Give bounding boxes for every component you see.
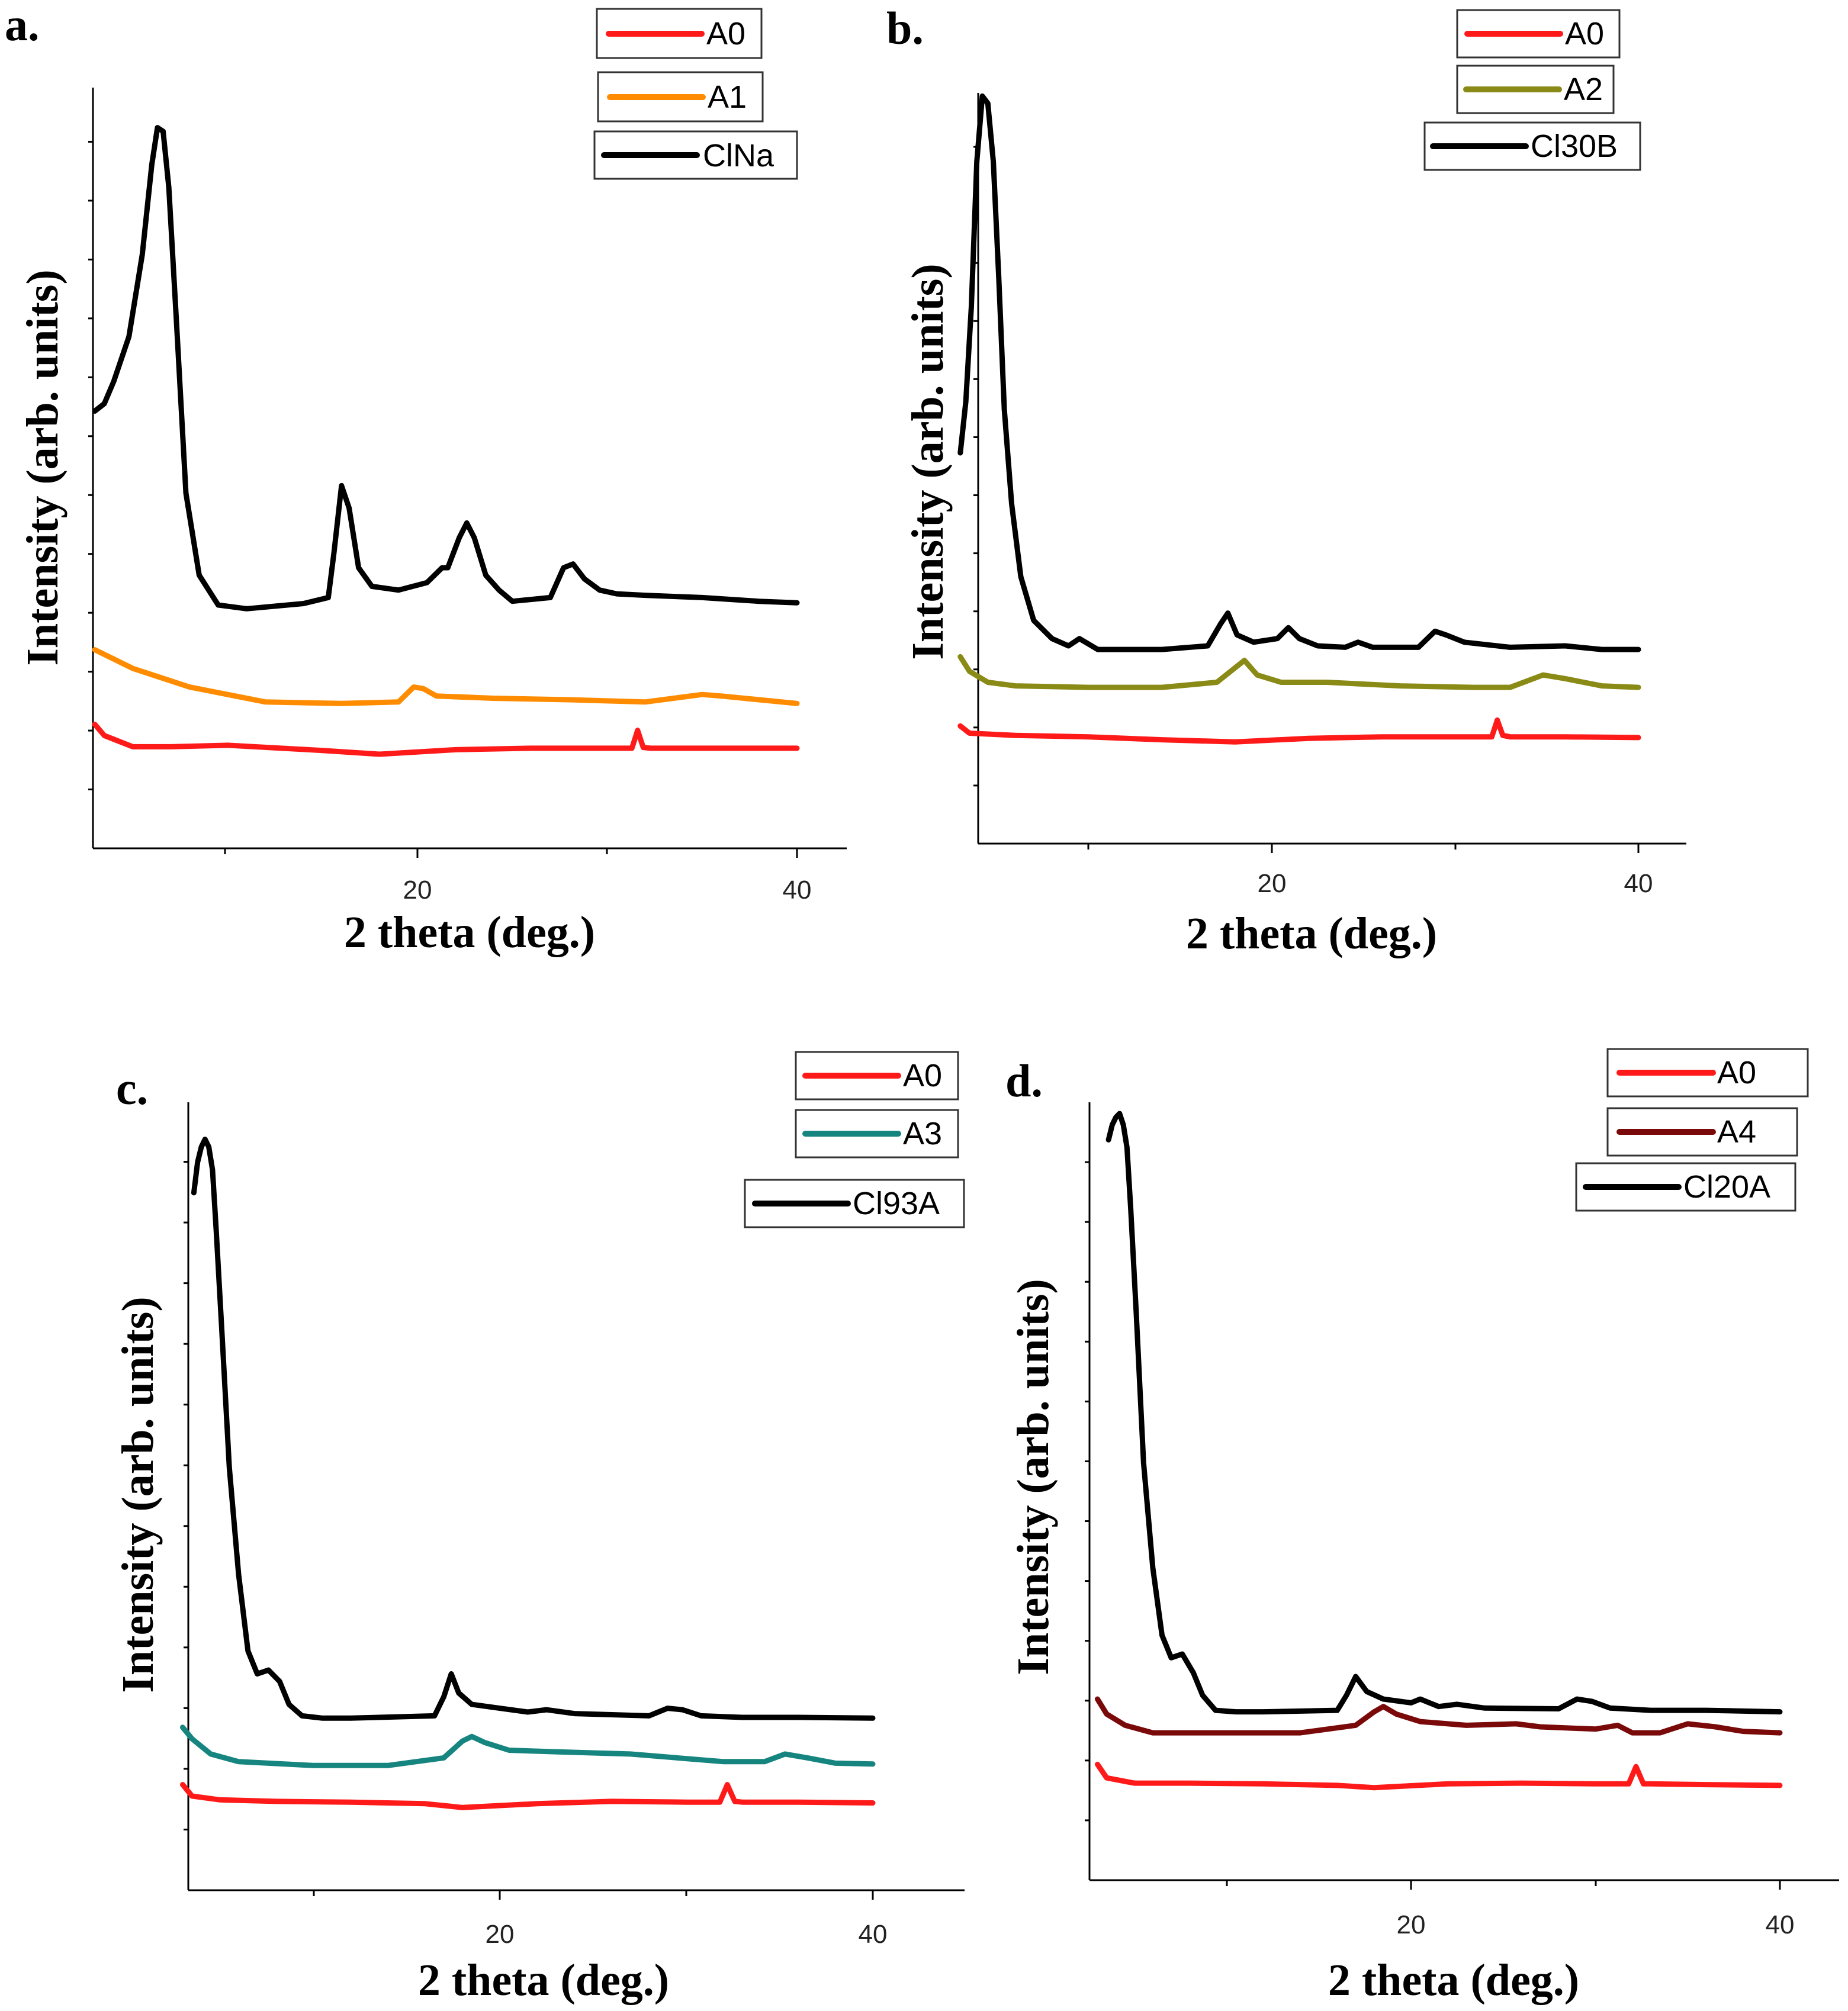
x-axis-title: 2 theta (deg.)	[344, 908, 595, 957]
tick-marks	[973, 146, 1640, 853]
x-axis-title: 2 theta (deg.)	[1328, 1955, 1579, 2005]
y-axis-title: Intensity (arb. units)	[113, 1296, 163, 1693]
legend-item: A2	[1456, 65, 1615, 114]
x-tick-label-20: 20	[1258, 869, 1287, 898]
legend-item: A0	[1456, 9, 1621, 59]
legend-item: ClNa	[593, 130, 798, 180]
x-tick-label-20: 20	[1397, 1910, 1426, 1939]
x-tick-label-20: 20	[403, 876, 432, 905]
panel-label: b.	[886, 2, 924, 54]
panel-label: d.	[1005, 1055, 1043, 1106]
series-line-cl20a	[1105, 1111, 1783, 1715]
legend-label: Cl93A	[853, 1186, 940, 1221]
series-line-a3	[180, 1724, 876, 1768]
legend-item: Cl30B	[1423, 121, 1641, 171]
tick-marks	[1085, 1161, 1781, 1890]
x-tick-label-40: 40	[1624, 869, 1653, 898]
x-axis-title: 2 theta (deg.)	[1186, 909, 1437, 958]
series-group	[957, 93, 1641, 745]
legend-label: A0	[1717, 1055, 1756, 1090]
legend-item: A1	[597, 71, 764, 123]
legend-label: Cl20A	[1683, 1169, 1770, 1205]
legend-label: A4	[1717, 1114, 1756, 1150]
panel-c: c. 20 40 2 theta (deg.) Intensity (arb. …	[113, 1051, 965, 2005]
panel-label: c.	[116, 1063, 148, 1114]
legend-label: A3	[903, 1116, 942, 1151]
series-line-a2	[957, 654, 1641, 690]
tick-marks	[88, 140, 798, 858]
series-line-a0	[92, 722, 800, 757]
series-line-a0	[1095, 1761, 1783, 1791]
x-axis-title: 2 theta (deg.)	[418, 1955, 669, 2005]
legend-label: A1	[708, 79, 747, 115]
tick-marks	[184, 1161, 874, 1900]
y-axis-title: Intensity (arb. units)	[18, 269, 68, 665]
series-line-cl30b	[957, 93, 1641, 652]
x-tick-label-40: 40	[859, 1920, 888, 1949]
legend-item: A4	[1606, 1107, 1798, 1157]
legend-item: A0	[795, 1051, 959, 1101]
legend: A0 A4 Cl20A	[1575, 1048, 1809, 1212]
panel-a: a. 20 40 2 theta (deg.) Intensity (arb. …	[5, 0, 847, 957]
series-line-a0	[180, 1782, 876, 1810]
series-line-clna	[92, 125, 800, 612]
legend-label: A0	[903, 1058, 942, 1093]
series-line-cl93a	[191, 1137, 876, 1721]
panel-b: b. 20 40 2 theta (deg.) Intensity (arb. …	[886, 2, 1686, 958]
legend-label: ClNa	[703, 138, 774, 173]
series-line-a4	[1095, 1696, 1783, 1736]
legend: A0 A2 Cl30B	[1423, 9, 1641, 171]
series-group	[1095, 1111, 1783, 1791]
panel-d: d. 20 40 2 theta (deg.) Intensity (arb. …	[1005, 1048, 1839, 2005]
panel-label: a.	[5, 0, 40, 50]
series-group	[180, 1137, 876, 1810]
legend: A0 A3 Cl93A	[744, 1051, 965, 1228]
series-line-a1	[92, 647, 800, 706]
x-tick-label-40: 40	[1766, 1910, 1795, 1939]
y-axis-title: Intensity (arb. units)	[1008, 1279, 1058, 1675]
series-line-a0	[957, 717, 1641, 745]
legend-label: A2	[1564, 72, 1603, 107]
legend-label: A0	[1565, 16, 1604, 52]
legend-item: A0	[596, 8, 763, 59]
legend-item: Cl20A	[1575, 1162, 1796, 1212]
legend: A0 A1 ClNa	[593, 8, 798, 180]
series-group	[92, 125, 800, 757]
x-tick-label-40: 40	[783, 876, 812, 905]
legend-item: Cl93A	[744, 1179, 965, 1228]
legend-label: A0	[706, 16, 745, 52]
y-axis-title: Intensity (arb. units)	[903, 263, 953, 659]
x-tick-label-20: 20	[486, 1920, 515, 1949]
legend-item: A3	[795, 1109, 959, 1159]
legend-label: Cl30B	[1531, 128, 1618, 164]
legend-item: A0	[1606, 1048, 1809, 1098]
